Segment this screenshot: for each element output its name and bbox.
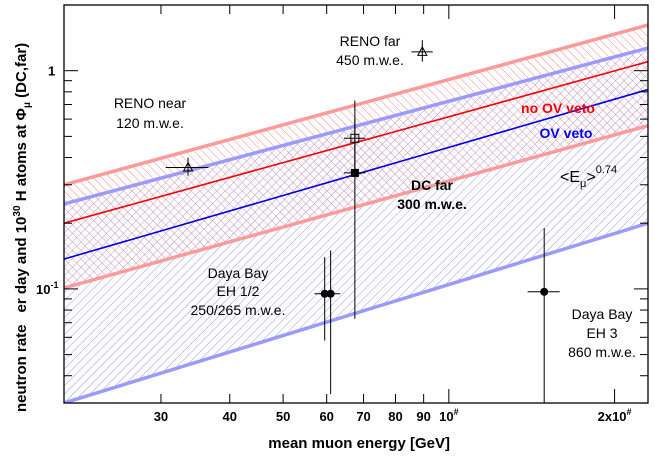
marker-triangle-open [182, 161, 194, 172]
y-axis-label: neutron rate er day and 1030 H atoms at Φ… [12, 43, 33, 412]
data-points [165, 40, 560, 403]
annotation-reno-near-depth: 120 m.w.e. [116, 115, 184, 131]
x-tick-text: 60 [319, 409, 333, 424]
legend-ov-veto: OV veto [540, 125, 593, 141]
annotation-daya-eh3-name: Daya Bay [572, 306, 633, 322]
y-label-part-5: Φ [13, 108, 30, 120]
data-point [411, 40, 433, 62]
x-tick-text: 30 [154, 409, 168, 424]
legend-no-ov-veto: no OV veto [521, 100, 595, 116]
plot-frame [63, 4, 649, 404]
y-label-part-3: 30 [12, 205, 23, 217]
data-point [165, 157, 209, 176]
data-point [343, 119, 366, 319]
y-label-part-7: (DC,far) [13, 43, 30, 102]
band-edge-line [64, 46, 648, 206]
band-edge-line [64, 221, 648, 403]
annotation-reno-far-depth: 450 m.w.e. [336, 52, 404, 68]
x-tick-label: 40 [223, 409, 237, 424]
y-tick-sup: -1 [50, 280, 58, 290]
data-point [320, 250, 341, 394]
annotation-daya-eh3-depth: 860 m.w.e. [568, 344, 636, 360]
band-edge-line [64, 123, 648, 290]
y-label-part-4: H atoms at [13, 120, 30, 205]
formula-sub: μ [580, 178, 586, 190]
x-tick-label: 10# [439, 407, 458, 424]
x-tick-label: 50 [276, 409, 290, 424]
annotation-daya-eh3-hall: EH 3 [586, 325, 617, 341]
x-tick-text: 90 [416, 409, 430, 424]
formula-exp: 0.74 [596, 164, 617, 176]
data-point [527, 228, 560, 403]
y-label-part-1: neutron rate [13, 324, 30, 412]
x-tick-label: 90 [416, 409, 430, 424]
model-lines [64, 23, 648, 403]
annotation-energy-scaling: <Eμ>0.74 [560, 164, 617, 190]
x-axis-label: mean muon energy [GeV] [268, 435, 450, 452]
annotation-daya-eh12-depth: 250/265 m.w.e. [191, 302, 286, 318]
annotation-daya-eh12-name: Daya Bay [208, 265, 269, 281]
formula-main: <E [560, 169, 580, 186]
annotation-reno-near-name: RENO near [114, 95, 187, 111]
formula-close: > [586, 169, 595, 186]
hatched-band [64, 48, 648, 403]
y-tick-label: 1 [48, 64, 55, 79]
axis-ticks: 30 40 50 60 70 80 90 10# 2x10#10-11 [36, 4, 648, 424]
x-tick-label: 80 [388, 409, 402, 424]
y-tick-label: 10-1 [36, 280, 58, 297]
x-tick-text: 70 [356, 409, 370, 424]
band-edge-line [64, 23, 648, 187]
y-label-part-6: μ [22, 102, 33, 108]
x-tick-label: 2x10# [598, 407, 632, 424]
annotation-dc-far-name: DC far [411, 177, 454, 193]
x-tick-label: 60 [319, 409, 333, 424]
x-tick-text: 10 [439, 409, 453, 424]
marker-square [350, 168, 359, 177]
annotation-dc-far-depth: 300 m.w.e. [397, 196, 467, 212]
x-tick-label: 70 [356, 409, 370, 424]
annotation-daya-eh12-hall: EH 1/2 [217, 283, 260, 299]
y-tick-text: 10 [36, 282, 50, 297]
x-tick-sup: # [627, 407, 632, 417]
x-tick-text: 80 [388, 409, 402, 424]
x-tick-text: 40 [223, 409, 237, 424]
annotation-reno-far-name: RENO far [340, 33, 401, 49]
x-tick-text: 50 [276, 409, 290, 424]
x-tick-sup: # [454, 407, 459, 417]
marker-triangle-open [416, 45, 428, 56]
marker-circle [540, 287, 549, 296]
y-tick-text: 1 [48, 64, 55, 79]
marker-circle [326, 289, 335, 298]
x-tick-label: 30 [154, 409, 168, 424]
hatched-bands [64, 25, 648, 403]
x-tick-text: 2x10 [598, 409, 627, 424]
y-label-part-2: er day and 10 [13, 217, 30, 313]
